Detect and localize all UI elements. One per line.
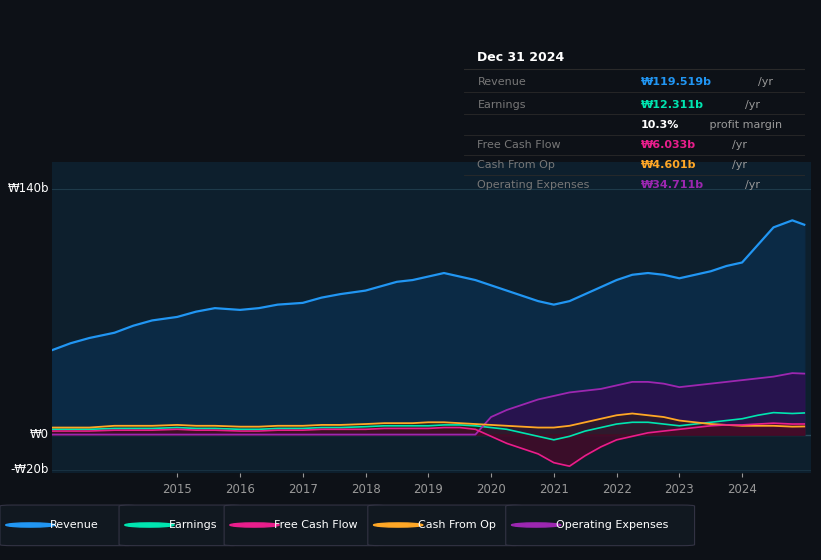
FancyBboxPatch shape	[119, 505, 241, 545]
FancyBboxPatch shape	[0, 505, 135, 545]
Text: Free Cash Flow: Free Cash Flow	[478, 140, 561, 150]
Text: ₩34.711b: ₩34.711b	[641, 180, 704, 190]
Text: Cash From Op: Cash From Op	[418, 520, 496, 530]
Circle shape	[511, 523, 561, 527]
Text: profit margin: profit margin	[706, 120, 782, 130]
Circle shape	[230, 523, 279, 527]
Circle shape	[125, 523, 174, 527]
Text: /yr: /yr	[745, 180, 759, 190]
FancyBboxPatch shape	[506, 505, 695, 545]
Text: ₩12.311b: ₩12.311b	[641, 100, 704, 110]
Text: Operating Expenses: Operating Expenses	[478, 180, 589, 190]
Text: 10.3%: 10.3%	[641, 120, 680, 130]
Text: Operating Expenses: Operating Expenses	[556, 520, 668, 530]
FancyBboxPatch shape	[368, 505, 522, 545]
Text: ₩119.519b: ₩119.519b	[641, 77, 712, 87]
Text: ₩4.601b: ₩4.601b	[641, 160, 696, 170]
Text: -₩20b: -₩20b	[11, 463, 48, 476]
Text: /yr: /yr	[758, 77, 773, 87]
Text: Dec 31 2024: Dec 31 2024	[478, 51, 565, 64]
Text: /yr: /yr	[732, 160, 746, 170]
Text: /yr: /yr	[745, 100, 759, 110]
Text: ₩140b: ₩140b	[7, 182, 48, 195]
Text: Revenue: Revenue	[478, 77, 526, 87]
Text: ₩6.033b: ₩6.033b	[641, 140, 696, 150]
Text: Free Cash Flow: Free Cash Flow	[274, 520, 358, 530]
Text: ₩0: ₩0	[30, 428, 48, 441]
Text: /yr: /yr	[732, 140, 746, 150]
Text: Cash From Op: Cash From Op	[478, 160, 555, 170]
Circle shape	[6, 523, 55, 527]
Text: Earnings: Earnings	[169, 520, 218, 530]
FancyBboxPatch shape	[224, 505, 384, 545]
Circle shape	[374, 523, 423, 527]
Text: Earnings: Earnings	[478, 100, 526, 110]
Text: Revenue: Revenue	[50, 520, 99, 530]
